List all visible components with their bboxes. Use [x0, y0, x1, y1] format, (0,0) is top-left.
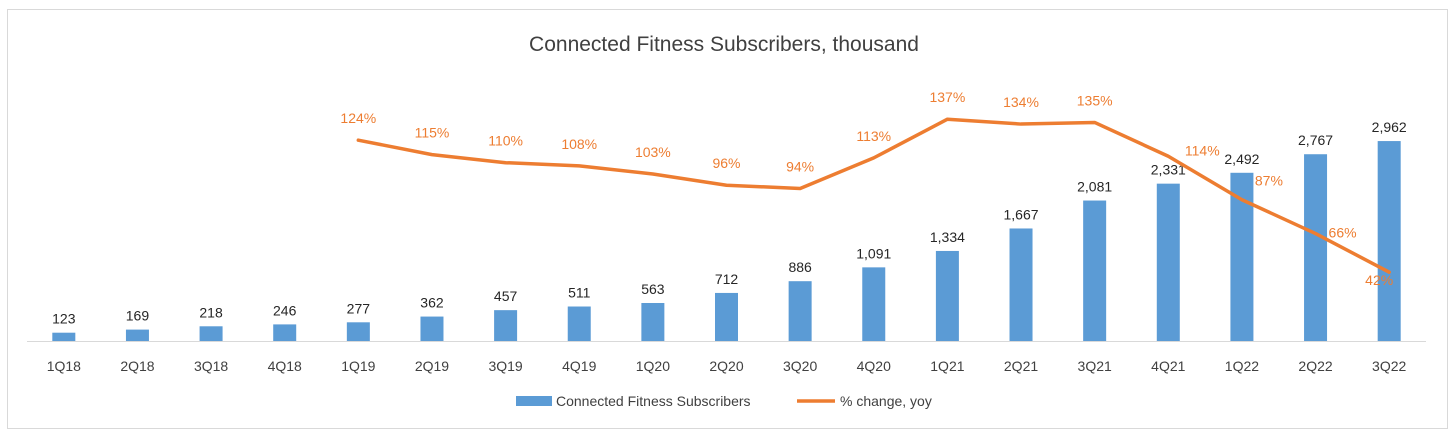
x-tick-3Q20: 3Q20	[783, 358, 817, 374]
pct-label-3Q21: 135%	[1077, 92, 1113, 108]
bar-4Q20	[862, 267, 886, 341]
bar-label-1Q22: 2,492	[1224, 151, 1259, 167]
x-tick-2Q20: 2Q20	[709, 358, 743, 374]
pct-label-4Q19: 108%	[561, 136, 597, 152]
legend: Connected Fitness Subscribers % change, …	[516, 393, 932, 409]
x-tick-1Q20: 1Q20	[636, 358, 670, 374]
legend-bar-label: Connected Fitness Subscribers	[556, 393, 751, 409]
bar-1Q20	[641, 302, 665, 341]
pct-label-3Q22: 42%	[1365, 272, 1393, 288]
chart-frame: Connected Fitness Subscribers, thousand …	[7, 9, 1448, 429]
x-tick-3Q21: 3Q21	[1078, 358, 1112, 374]
x-tick-4Q18: 4Q18	[268, 358, 302, 374]
bar-2Q19	[420, 316, 444, 341]
x-tick-labels: 1Q18 2Q18 3Q18 4Q18 1Q19 2Q19 3Q19 4Q19 1Q20 2Q20…	[47, 358, 1407, 374]
pct-label-4Q20: 113%	[856, 128, 891, 144]
bar-2Q21	[1009, 228, 1033, 341]
bar-data-labels: 123 169 218 246 277 362 457 511 563 712 886 1,091 1,…	[52, 119, 1407, 327]
bar-2Q20	[715, 292, 738, 341]
bar-label-1Q21: 1,334	[930, 229, 965, 245]
pct-label-2Q19: 115%	[415, 125, 450, 141]
bar-3Q18	[199, 326, 223, 341]
pct-change-labels: 124% 115% 110% 108% 103% 96% 94% 113% 137% 134% 13…	[340, 89, 1393, 288]
x-tick-2Q19: 2Q19	[415, 358, 449, 374]
x-tick-1Q21: 1Q21	[930, 358, 964, 374]
x-tick-3Q18: 3Q18	[194, 358, 228, 374]
bar-label-2Q19: 362	[420, 295, 444, 311]
x-tick-1Q18: 1Q18	[47, 358, 81, 374]
bar-3Q21	[1083, 200, 1107, 341]
chart-title: Connected Fitness Subscribers, thousand	[529, 33, 919, 56]
bar-1Q21	[935, 250, 959, 341]
bar-2Q18	[125, 329, 149, 341]
pct-label-1Q22: 87%	[1255, 173, 1283, 189]
bar-label-4Q21: 2,331	[1151, 162, 1186, 178]
x-tick-2Q22: 2Q22	[1298, 358, 1332, 374]
x-tick-4Q20: 4Q20	[857, 358, 891, 374]
x-tick-2Q21: 2Q21	[1004, 358, 1038, 374]
bar-label-2Q20: 712	[715, 271, 739, 287]
bar-label-2Q22: 2,767	[1298, 132, 1333, 148]
legend-bar-swatch	[516, 396, 552, 406]
x-tick-4Q19: 4Q19	[562, 358, 596, 374]
x-tick-2Q18: 2Q18	[120, 358, 154, 374]
pct-label-1Q19: 124%	[340, 110, 376, 126]
pct-label-2Q21: 134%	[1003, 94, 1039, 110]
pct-label-3Q20: 94%	[786, 158, 814, 174]
pct-label-1Q21: 137%	[929, 89, 965, 105]
bar-label-3Q18: 218	[199, 304, 223, 320]
bar-label-4Q20: 1,091	[856, 245, 891, 261]
pct-label-2Q20: 96%	[712, 155, 740, 171]
bar-label-4Q19: 511	[568, 285, 591, 301]
x-tick-1Q22: 1Q22	[1225, 358, 1259, 374]
bar-1Q18	[52, 332, 76, 341]
bar-4Q21	[1156, 183, 1180, 341]
bar-1Q22	[1230, 172, 1254, 341]
bar-3Q22	[1377, 141, 1401, 341]
bar-2Q22	[1304, 154, 1328, 341]
bar-label-3Q21: 2,081	[1077, 179, 1112, 195]
bar-label-2Q18: 169	[126, 308, 150, 324]
bar-label-3Q20: 886	[788, 259, 812, 275]
pct-label-1Q20: 103%	[635, 144, 671, 160]
legend-line-label: % change, yoy	[840, 393, 932, 409]
x-tick-3Q22: 3Q22	[1372, 358, 1406, 374]
x-tick-1Q19: 1Q19	[341, 358, 375, 374]
bar-label-1Q18: 123	[52, 311, 76, 327]
pct-change-line	[356, 117, 1391, 274]
bar-3Q20	[788, 281, 812, 341]
bar-4Q19	[567, 306, 591, 341]
bar-label-1Q19: 277	[347, 300, 371, 316]
bar-label-1Q20: 563	[641, 281, 665, 297]
chart: Connected Fitness Subscribers, thousand …	[27, 33, 1426, 409]
bar-label-3Q22: 2,962	[1372, 119, 1407, 135]
x-tick-3Q19: 3Q19	[488, 358, 522, 374]
pct-label-3Q19: 110%	[488, 133, 523, 149]
bar-label-2Q21: 1,667	[1004, 206, 1039, 222]
bar-label-3Q19: 457	[494, 288, 518, 304]
pct-label-4Q21: 114%	[1185, 142, 1220, 158]
bar-1Q19	[346, 322, 370, 341]
bar-series	[52, 141, 1401, 341]
bar-label-4Q18: 246	[273, 302, 297, 318]
bar-3Q19	[494, 310, 518, 341]
x-tick-4Q21: 4Q21	[1151, 358, 1185, 374]
pct-label-2Q22: 66%	[1329, 225, 1357, 241]
bar-4Q18	[273, 324, 297, 341]
